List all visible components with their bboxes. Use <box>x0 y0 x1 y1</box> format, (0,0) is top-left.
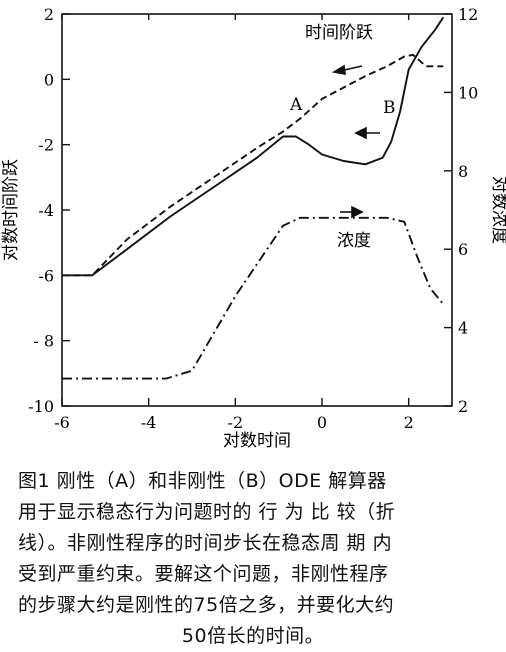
y-right-tick-label: 4 <box>458 319 468 338</box>
y-right-tick-label: 6 <box>458 240 468 259</box>
y-right-tick-label: 8 <box>458 162 468 181</box>
x-tick-label: 2 <box>404 413 414 432</box>
series-line-浓度 <box>62 216 445 380</box>
series-layer <box>62 16 445 380</box>
y-axis-left: -10 - 8 -6 -4 -2 0 2 <box>28 5 70 416</box>
y-axis-right: 2 4 6 8 10 12 <box>444 5 478 416</box>
x-tick-label: -4 <box>141 413 157 432</box>
x-axis-label: 对数时间 <box>223 431 291 451</box>
annotation-concentration: 浓度 <box>337 231 371 251</box>
annotation-a: A <box>289 95 303 115</box>
arrow-concentration <box>340 205 364 219</box>
y-left-tick-label: -10 <box>28 397 54 416</box>
y-right-tick-label: 10 <box>458 83 478 102</box>
arrow-time-step <box>331 64 363 75</box>
x-tick-label: 0 <box>317 413 327 432</box>
caption-line: 的步骤大约是刚性的75倍之多，并要化大约 <box>18 594 395 616</box>
x-tick-label: -2 <box>228 413 244 432</box>
y-left-tick-label: 0 <box>44 70 54 89</box>
figure-caption: 图1 刚性（A）和非刚性（B）ODE 解算器 用于显示稳态行为问题时的 行 为 … <box>18 466 488 652</box>
caption-line: 用于显示稳态行为问题时的 行 为 比 较（折 <box>18 501 396 523</box>
x-axis: -6 -4 -2 0 2 <box>54 14 414 432</box>
y-right-tick-label: 12 <box>458 5 478 24</box>
y-left-tick-label: -2 <box>38 136 54 155</box>
annotation-time-step: 时间阶跃 <box>305 23 373 43</box>
x-tick-label: -6 <box>54 413 70 432</box>
caption-line: 50倍长的时间。 <box>181 625 325 647</box>
plot-frame <box>61 13 453 407</box>
y-left-tick-label: - 8 <box>33 332 54 351</box>
caption-line: 图1 刚性（A）和非刚性（B）ODE 解算器 <box>18 470 387 492</box>
y-axis-left-label: 对数时间阶跃 <box>1 159 21 261</box>
arrow-b <box>354 126 380 140</box>
annotation-b: B <box>383 98 396 118</box>
series-line-B <box>62 16 445 277</box>
caption-line: 受到严重约束。要解这个问题，非刚性程序 <box>18 563 389 585</box>
y-left-tick-label: 2 <box>44 5 54 24</box>
y-left-tick-label: -4 <box>38 201 54 220</box>
y-right-tick-label: 2 <box>458 397 468 416</box>
y-axis-right-label: 对数浓度 <box>489 176 506 244</box>
series-line-A <box>62 53 444 277</box>
caption-line: 线）。非刚性程序的时间步长在稳态周 期 内 <box>18 532 393 554</box>
chart: -6 -4 -2 0 2 -10 - 8 -6 -4 -2 0 2 2 4 6 8 10 12 对数时间 对数… <box>1 5 506 451</box>
y-left-tick-label: -6 <box>38 266 54 285</box>
